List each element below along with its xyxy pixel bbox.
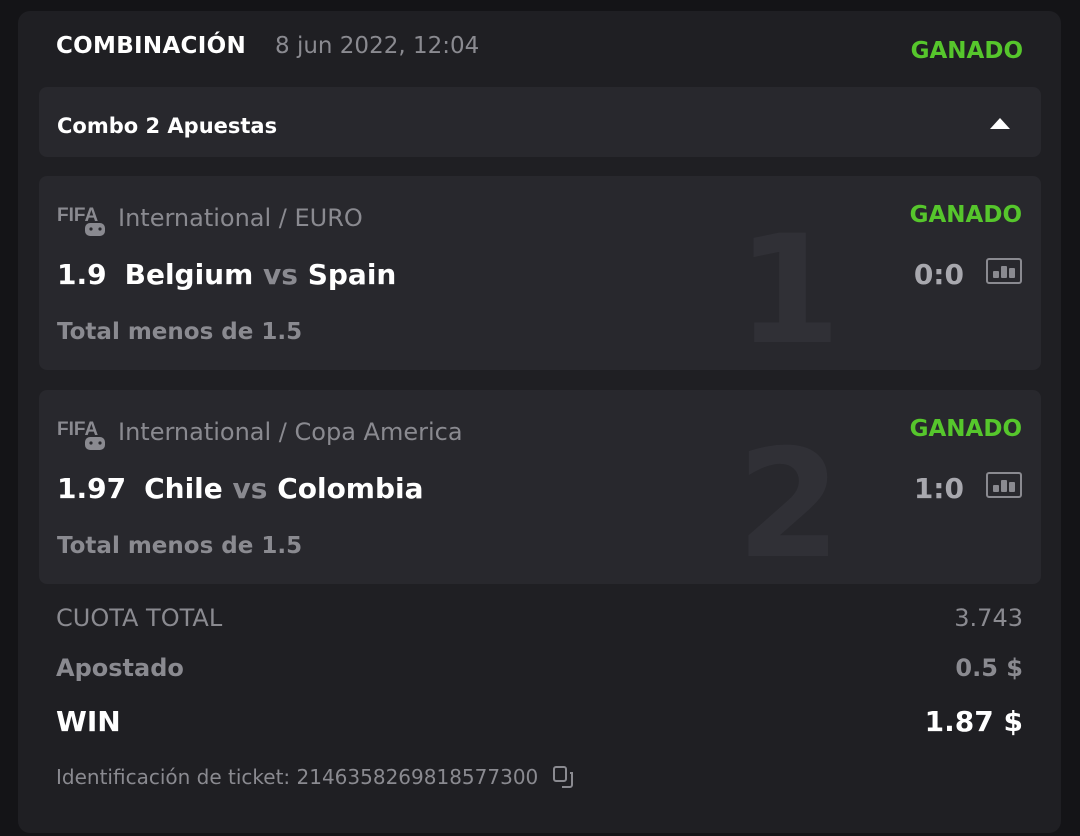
statistics-icon[interactable]: [986, 472, 1022, 498]
statistics-icon[interactable]: [986, 258, 1022, 284]
away-team: Colombia: [277, 472, 424, 505]
caret-up-icon[interactable]: [990, 118, 1010, 129]
copy-icon[interactable]: [552, 765, 576, 789]
fifa-gamepad-icon: FIFA: [57, 205, 105, 236]
match-score: 1:0: [913, 472, 964, 505]
league-name: International / Copa America: [118, 418, 463, 446]
bet-ticket-card: COMBINACIÓN 8 jun 2022, 12:04 GANADO Com…: [18, 11, 1061, 833]
bet-item: 1 FIFA International / EURO GANADO 1.9 Be…: [39, 176, 1041, 370]
combo-label: Combo 2 Apuestas: [57, 114, 278, 138]
staked-row: Apostado 0.5 $: [56, 654, 1023, 682]
ticket-id: Identificación de ticket: 21463582698185…: [56, 765, 576, 789]
total-odds-row: CUOTA TOTAL 3.743: [56, 604, 1023, 632]
fifa-logo-text: FIFA: [57, 419, 98, 440]
match-line: 1.9 Belgium vs Spain: [57, 258, 396, 291]
bet-date: 8 jun 2022, 12:04: [275, 33, 480, 59]
bet-item: 2 FIFA International / Copa America GANA…: [39, 390, 1041, 584]
league-name: International / EURO: [118, 204, 363, 232]
ticket-id-text: Identificación de ticket: 21463582698185…: [56, 765, 539, 789]
vs-label: vs: [232, 472, 268, 505]
win-value: 1.87 $: [924, 705, 1023, 738]
home-team: Belgium: [124, 258, 254, 291]
bet-status-badge: GANADO: [909, 416, 1022, 442]
match-score: 0:0: [913, 258, 964, 291]
total-odds-value: 3.743: [954, 604, 1023, 632]
bet-index: 2: [736, 418, 841, 584]
bet-index: 1: [736, 204, 841, 370]
away-team: Spain: [307, 258, 397, 291]
status-badge: GANADO: [910, 38, 1023, 64]
vs-label: vs: [263, 258, 298, 291]
bet-market: Total menos de 1.5: [57, 533, 303, 559]
total-odds-label: CUOTA TOTAL: [56, 604, 223, 632]
win-label: WIN: [56, 705, 121, 738]
fifa-logo-text: FIFA: [57, 205, 98, 226]
bet-odd: 1.97: [57, 472, 127, 505]
fifa-gamepad-icon: FIFA: [57, 419, 105, 450]
bet-type-title: COMBINACIÓN: [56, 33, 246, 59]
bet-market: Total menos de 1.5: [57, 319, 303, 345]
combo-toggle[interactable]: Combo 2 Apuestas: [39, 87, 1041, 157]
bet-odd: 1.9: [57, 258, 107, 291]
home-team: Chile: [144, 472, 223, 505]
match-line: 1.97 Chile vs Colombia: [57, 472, 424, 505]
staked-value: 0.5 $: [955, 654, 1023, 682]
win-row: WIN 1.87 $: [56, 705, 1023, 738]
staked-label: Apostado: [56, 654, 184, 682]
bet-status-badge: GANADO: [909, 202, 1022, 228]
